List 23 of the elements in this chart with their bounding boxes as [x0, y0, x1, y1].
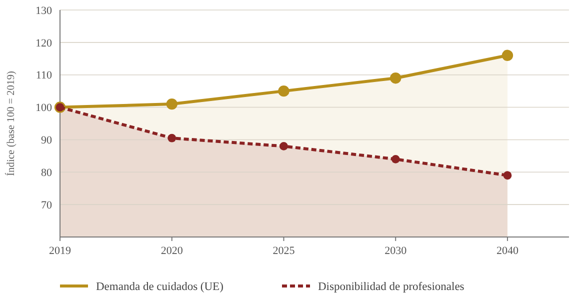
x-tick-label: 2020 [160, 245, 184, 257]
point [502, 50, 514, 61]
y-tick-label: 80 [41, 166, 52, 179]
point [168, 134, 176, 142]
x-tick-label: 2040 [496, 245, 519, 257]
y-tick-label: 90 [41, 134, 52, 147]
legend-label: Disponibilidad de profesionales [318, 281, 465, 294]
point [166, 98, 178, 110]
point [503, 171, 512, 180]
point [391, 154, 400, 164]
point [278, 85, 290, 97]
point [280, 142, 288, 150]
x-tick-label: 2030 [384, 245, 408, 257]
y-tick-label: 130 [36, 4, 52, 17]
point [390, 72, 402, 84]
y-tick-label: 120 [36, 37, 52, 50]
y-tick-label: 110 [36, 70, 52, 82]
y-tick-label: 100 [36, 102, 52, 114]
x-tick-label: 2025 [272, 245, 296, 257]
x-tick-label: 2019 [49, 245, 72, 257]
y-tick-label: 70 [41, 199, 52, 212]
legend-label: Demanda de cuidados (UE) [96, 281, 224, 294]
y-axis-title: Índice (base 100 = 2019) [4, 70, 17, 176]
